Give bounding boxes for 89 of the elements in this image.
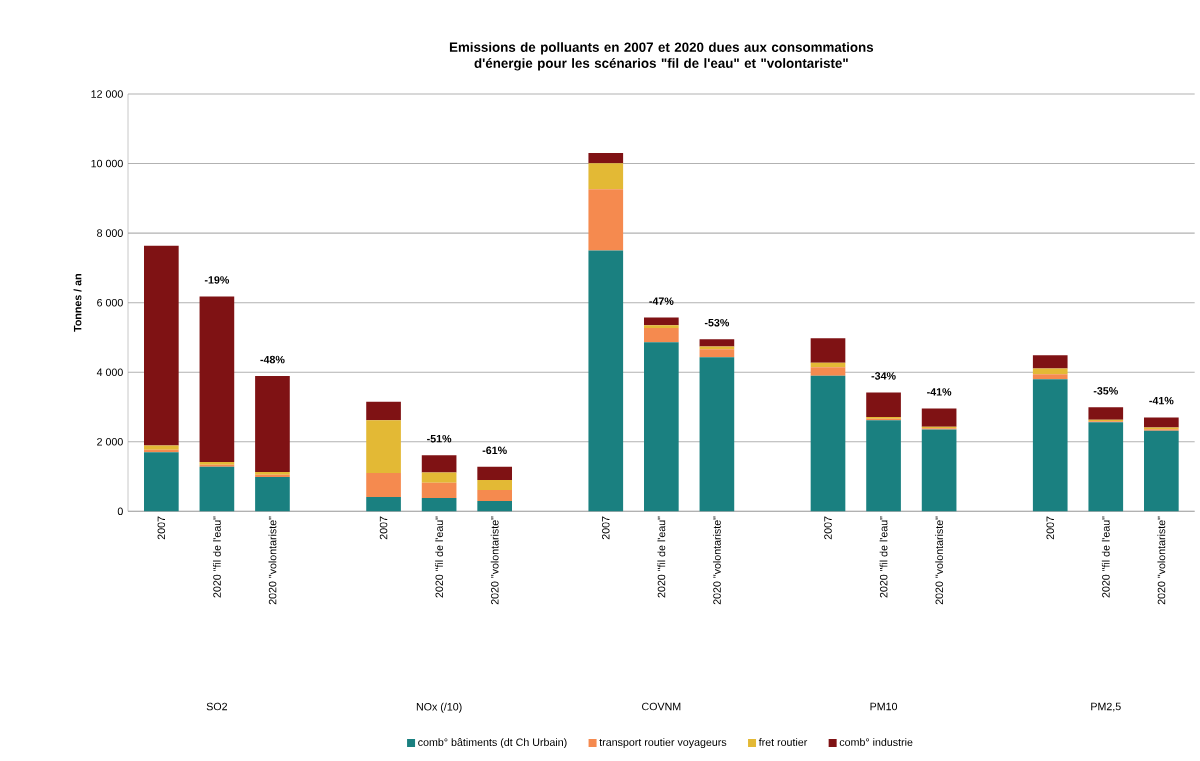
bar (921, 408, 957, 427)
bar (366, 472, 401, 497)
annotation: -19% (204, 275, 230, 284)
bar (644, 342, 679, 512)
bar (477, 466, 513, 480)
annotation: -35% (1093, 386, 1118, 395)
bar (699, 339, 735, 347)
bar (421, 455, 457, 473)
bar (199, 466, 235, 512)
y-tick-label: 10 000 (91, 159, 123, 168)
annotation: -34% (871, 371, 896, 380)
x-tick-label: 2007 (157, 516, 166, 540)
bar (366, 496, 401, 512)
bar (477, 500, 513, 512)
bar (144, 452, 179, 512)
bar (699, 357, 735, 512)
x-tick-label: 2020 "fil de l'eau" (435, 516, 444, 598)
bar (1088, 422, 1124, 512)
bar (477, 479, 513, 490)
bar (421, 472, 457, 483)
bar (588, 250, 624, 512)
bar (921, 429, 957, 512)
bar (810, 375, 846, 512)
text: PM2,5 (1091, 702, 1121, 712)
x-tick-label: 2020 "fil de l'eau" (1101, 516, 1110, 598)
bar (588, 152, 624, 164)
annotation: -53% (704, 318, 730, 327)
bar (366, 420, 401, 473)
bar (810, 338, 846, 363)
x-tick-label: 2020 "volontariste" (268, 516, 277, 605)
bar (866, 392, 901, 417)
bar (1032, 355, 1068, 369)
y-tick-label: 0 (117, 507, 123, 515)
text: COVNM (642, 702, 681, 711)
bar (1088, 407, 1124, 420)
bar (255, 375, 290, 472)
y-tick-label: 4 000 (96, 368, 123, 376)
annotation: -48% (260, 355, 285, 364)
legend-label: comb° bâtiments (dt Ch Urbain) (418, 737, 567, 748)
text: NOx (/10) (416, 702, 462, 713)
x-tick-label: 2020 "volontariste" (1157, 516, 1166, 605)
y-axis-title: Tonnes / an (73, 273, 82, 332)
bar (1032, 368, 1068, 375)
y-tick-label: 8 000 (97, 229, 123, 237)
x-tick-label: 2020 "volontariste" (490, 516, 499, 605)
annotation: -41% (1149, 396, 1174, 405)
bar (421, 497, 457, 512)
annotation: -61% (482, 446, 507, 454)
legend-label: fret routier (758, 737, 808, 746)
bar (644, 325, 679, 328)
bar (866, 420, 901, 512)
annotation: -51% (427, 434, 452, 443)
bar (144, 245, 179, 446)
bar (1144, 417, 1179, 428)
text: PM10 (870, 702, 898, 711)
bar (810, 367, 846, 376)
x-tick-label: 2007 (602, 516, 610, 540)
bar (255, 476, 290, 512)
bar (477, 489, 513, 501)
annotation: -41% (927, 388, 952, 396)
chart-title: Emissions de polluants en 2007 et 2020 dues aux consommations d'énergie pour les scénarios "fil de l'eau" et "volontariste" (449, 41, 874, 71)
bar (699, 346, 735, 350)
x-tick-label: 2020 "fil de l'eau" (212, 516, 221, 598)
annotation: -47% (649, 297, 674, 305)
bar (366, 401, 401, 421)
bar (699, 349, 735, 358)
y-tick-label: 6 000 (97, 298, 123, 307)
x-tick-label: 2007 (824, 516, 832, 540)
bar (1032, 379, 1068, 512)
x-tick-label: 2007 (1046, 516, 1054, 540)
x-tick-label: 2020 "fil de l'eau" (879, 516, 888, 598)
bar (588, 189, 624, 251)
text: SO2 (206, 702, 228, 711)
legend-label: comb° industrie (839, 737, 913, 746)
legend-label: transport routier voyageurs (599, 737, 727, 748)
y-tick-label: 2 000 (97, 437, 123, 446)
bar (421, 482, 457, 498)
bar (1032, 374, 1068, 380)
bar (199, 296, 235, 462)
x-tick-label: 2020 "volontariste" (712, 516, 721, 605)
y-tick-label: 12 000 (91, 90, 123, 98)
bar (644, 317, 679, 326)
bar (144, 445, 179, 450)
bar (644, 327, 679, 343)
bar (1144, 430, 1179, 512)
x-tick-label: 2020 "volontariste" (935, 516, 944, 605)
x-tick-label: 2020 "fil de l'eau" (657, 516, 666, 598)
bar (588, 163, 624, 190)
x-tick-label: 2007 (379, 516, 388, 540)
